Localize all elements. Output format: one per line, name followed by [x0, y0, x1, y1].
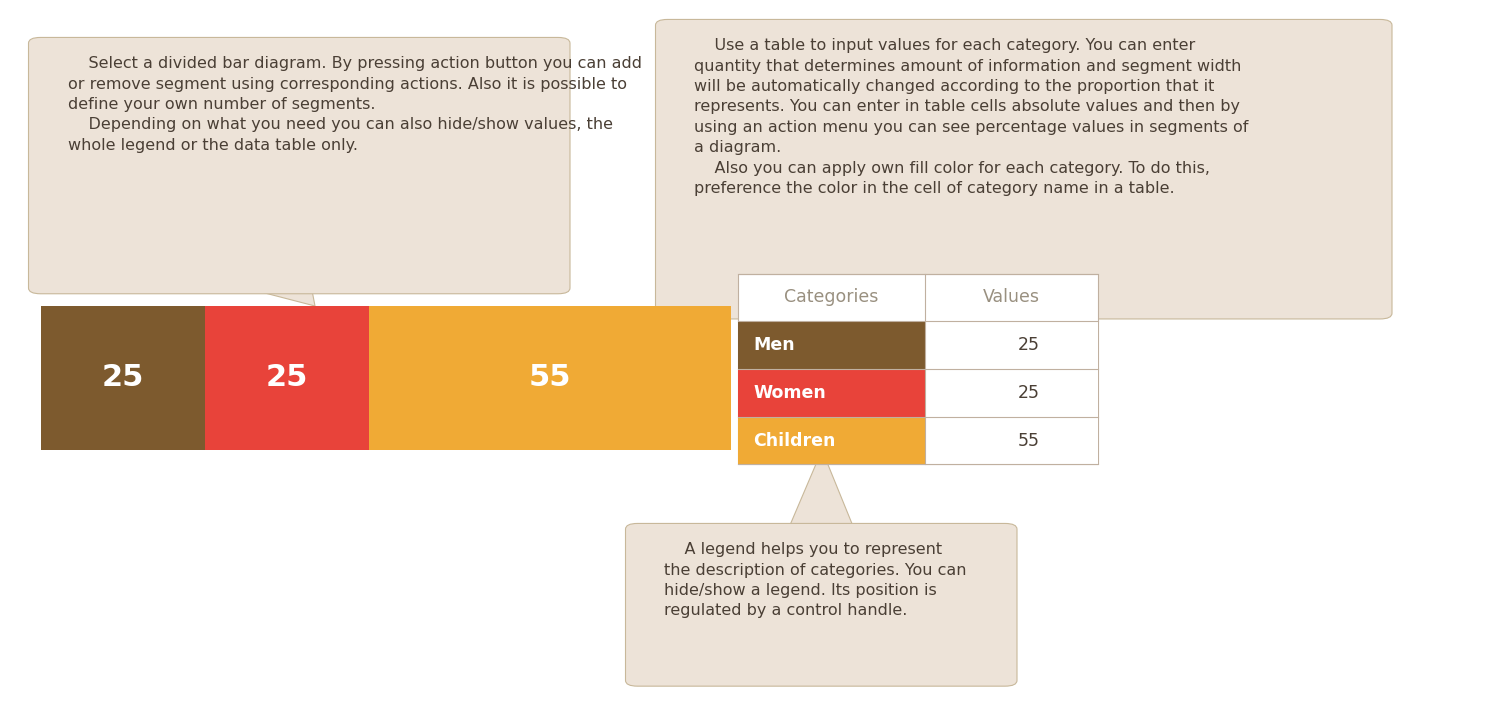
FancyBboxPatch shape [369, 306, 730, 450]
FancyBboxPatch shape [656, 19, 1392, 319]
Text: Men: Men [753, 336, 795, 354]
FancyBboxPatch shape [626, 523, 1017, 686]
FancyBboxPatch shape [926, 417, 1098, 464]
Polygon shape [789, 450, 855, 529]
Text: Values: Values [982, 289, 1040, 307]
FancyBboxPatch shape [926, 369, 1098, 417]
FancyBboxPatch shape [926, 321, 1098, 369]
FancyBboxPatch shape [206, 306, 369, 450]
Text: 25: 25 [1019, 336, 1040, 354]
FancyBboxPatch shape [738, 369, 926, 417]
Text: 25: 25 [102, 364, 144, 392]
Text: 25: 25 [266, 364, 308, 392]
Text: Categories: Categories [784, 289, 879, 307]
Text: Select a divided bar diagram. By pressing action button you can add
or remove se: Select a divided bar diagram. By pressin… [68, 56, 642, 153]
Polygon shape [246, 288, 315, 306]
FancyBboxPatch shape [738, 321, 926, 369]
Text: Women: Women [753, 384, 825, 402]
Text: A legend helps you to represent
the description of categories. You can
hide/show: A legend helps you to represent the desc… [664, 542, 968, 618]
Text: 25: 25 [1019, 384, 1040, 402]
Text: 55: 55 [528, 364, 572, 392]
Text: Children: Children [753, 431, 836, 449]
FancyBboxPatch shape [738, 417, 926, 464]
FancyBboxPatch shape [28, 37, 570, 294]
Text: Use a table to input values for each category. You can enter
quantity that deter: Use a table to input values for each cat… [694, 38, 1250, 196]
FancyBboxPatch shape [738, 274, 1098, 464]
Text: 55: 55 [1019, 431, 1040, 449]
FancyBboxPatch shape [40, 306, 206, 450]
